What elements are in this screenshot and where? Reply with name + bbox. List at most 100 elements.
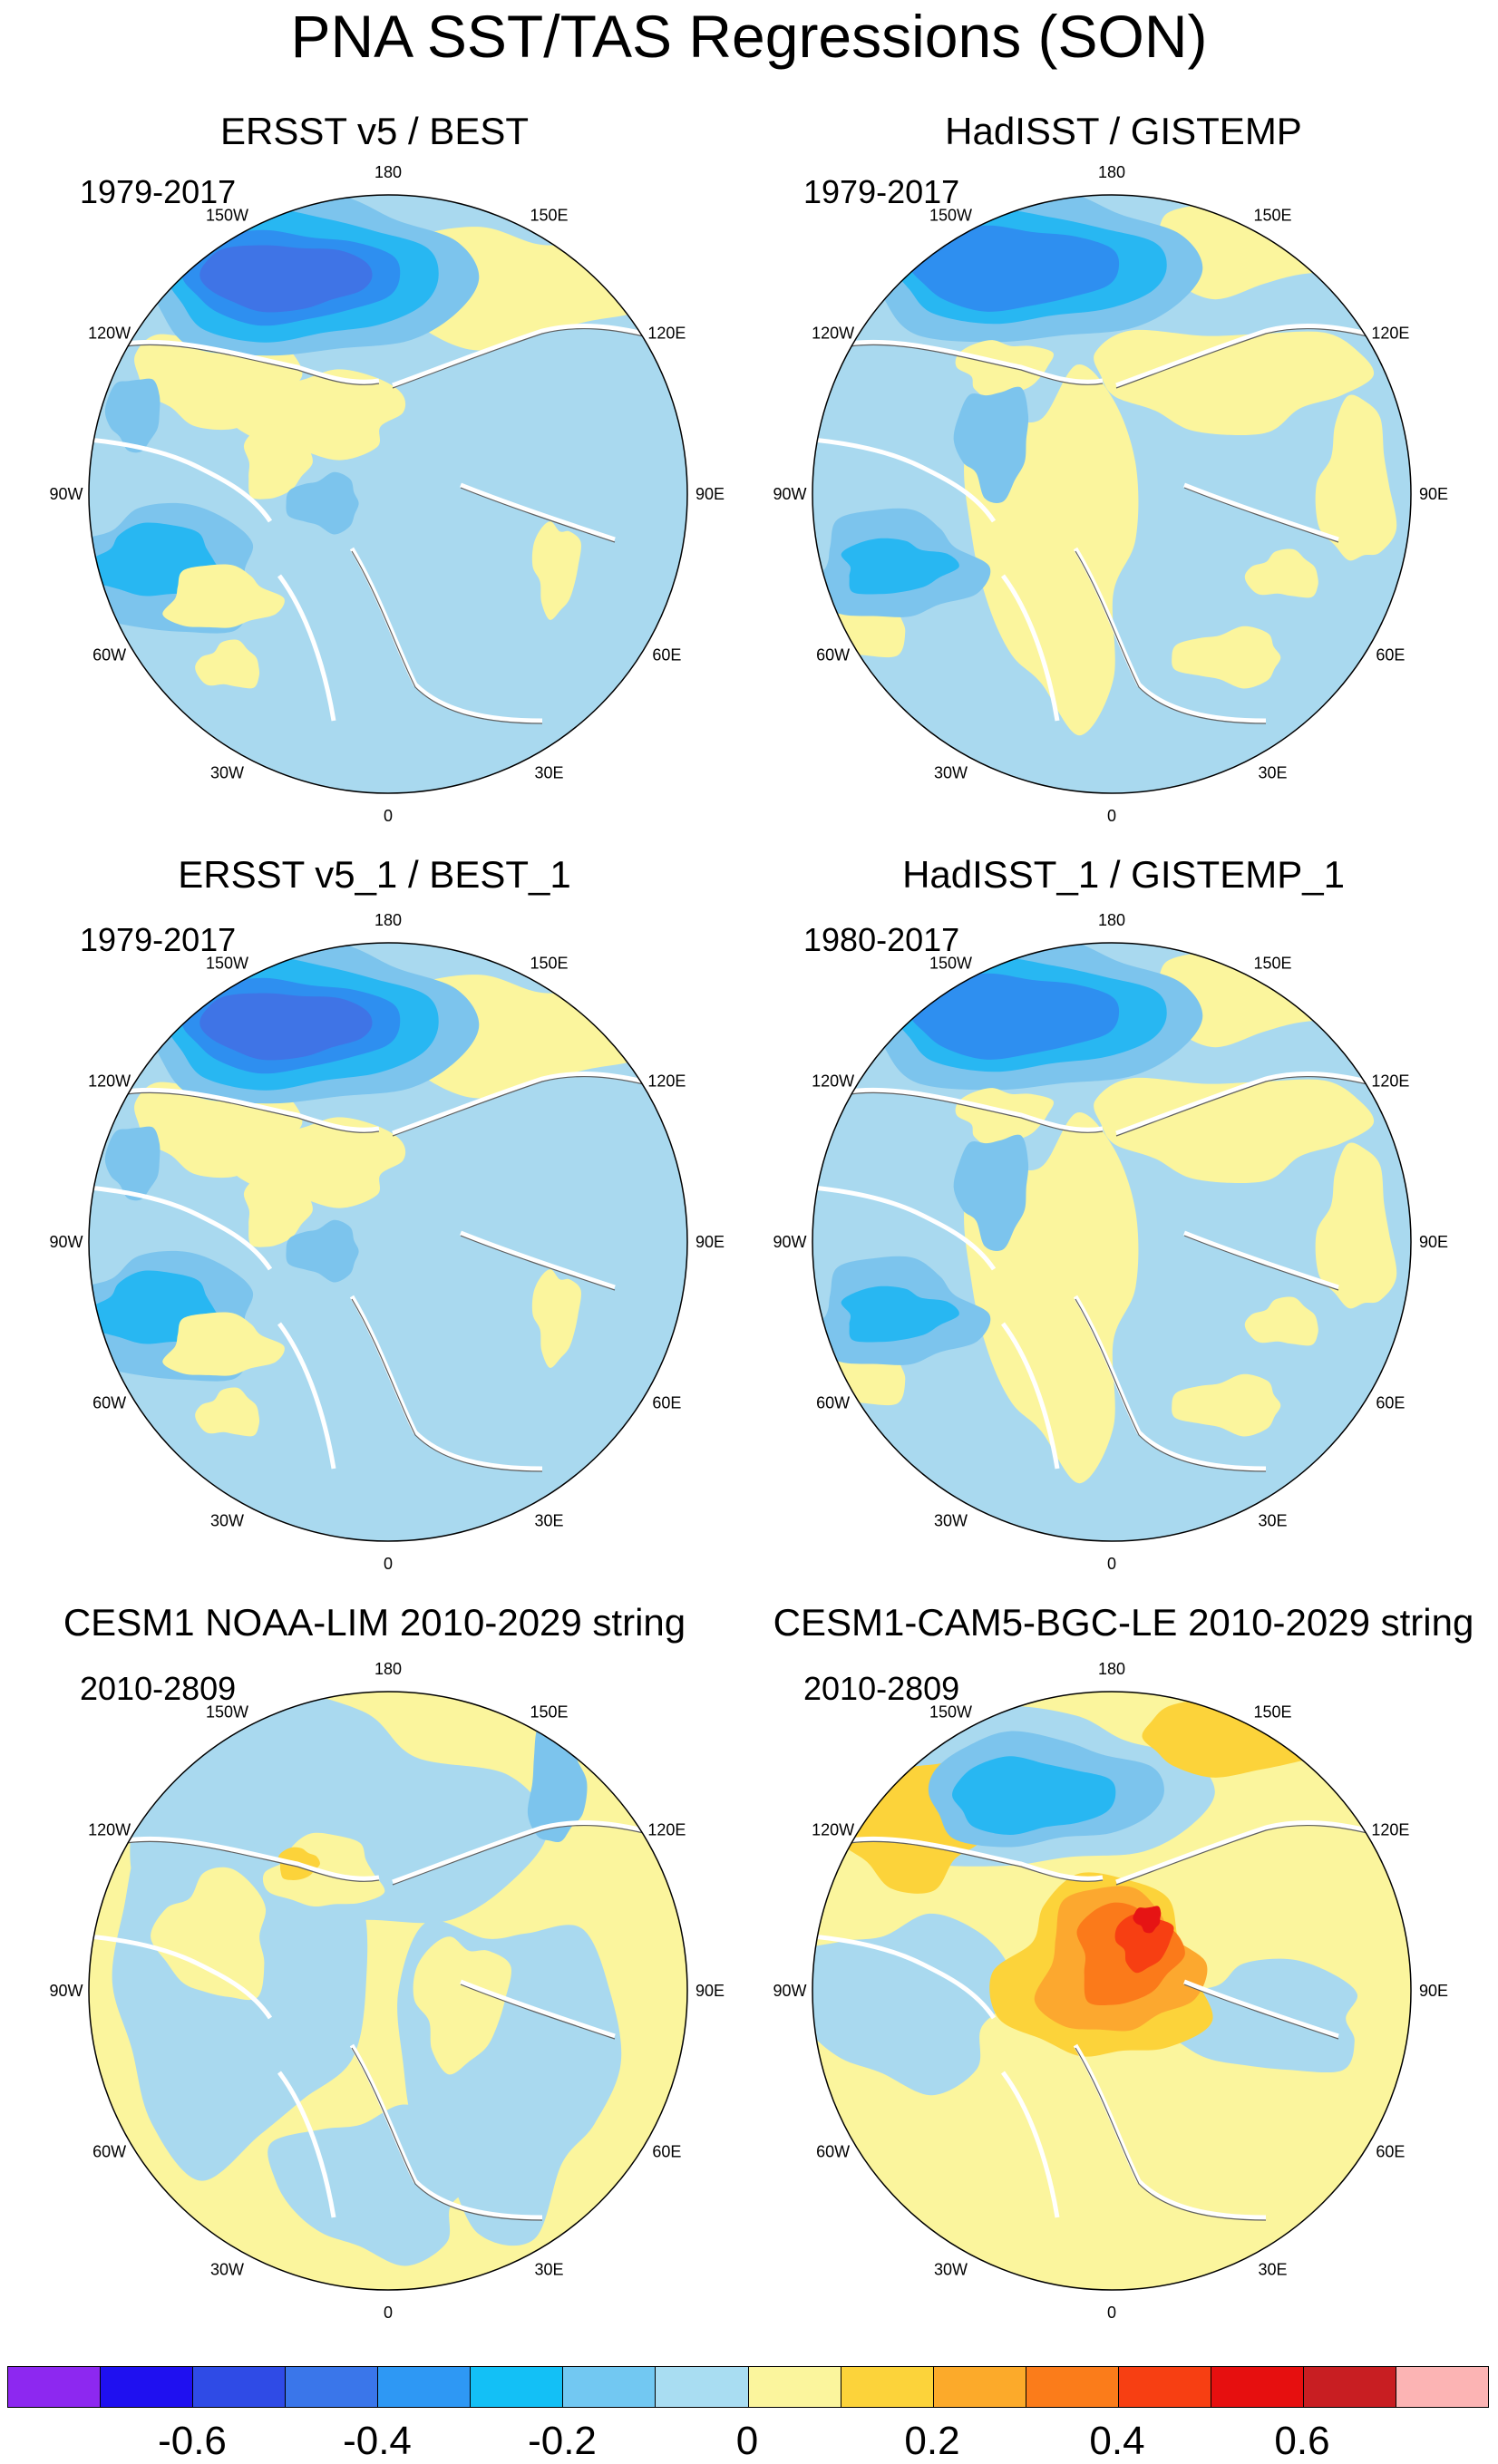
contour-region (199, 245, 373, 313)
longitude-label: 30W (210, 1511, 244, 1529)
contour-region (812, 1913, 1011, 2096)
coastline-segment (1115, 1824, 1376, 1886)
coastline-segment (1075, 2047, 1267, 2221)
longitude-label: 150W (206, 207, 248, 225)
coastline-segment (1115, 327, 1376, 389)
figure-title: PNA SST/TAS Regressions (SON) (290, 3, 1208, 70)
contour-region (151, 1867, 267, 2001)
panel-5-period: 2010-2809 (80, 1670, 237, 1707)
longitude-label: 150E (530, 955, 568, 973)
colorbar-tick-label: 0.6 (1274, 2419, 1330, 2463)
map-boundary (812, 1691, 1412, 2291)
longitude-label: 60W (816, 1394, 850, 1412)
contour-region (104, 1126, 160, 1201)
contour-region (841, 1285, 959, 1343)
colorbar-box (933, 2367, 1026, 2407)
coastline-ink (843, 1075, 1376, 1472)
coastline-segment (812, 1934, 997, 2020)
longitude-label: 0 (384, 1555, 393, 1573)
contour-region (531, 1269, 581, 1368)
coastline-segment (1115, 1075, 1376, 1137)
longitude-label: 150E (530, 1703, 568, 1722)
longitude-label: 120E (647, 1072, 686, 1091)
longitude-label: 60W (816, 2143, 850, 2161)
longitude-label: 120W (812, 325, 854, 343)
colorbar (7, 2366, 1489, 2408)
polar-map-panel-1: 180 150E 120E 90E 60E 30E 0 30W 60W 90W 120W 150W (49, 163, 725, 825)
coastline-segment (1075, 550, 1267, 724)
coastline-ink (843, 327, 1376, 724)
coastline-segment (1115, 1072, 1376, 1136)
longitude-label: 90E (1419, 1982, 1448, 2000)
longitude-label: 180 (1098, 1660, 1125, 1678)
contour-region (1172, 626, 1281, 689)
longitude-label: 120E (1371, 325, 1409, 343)
colorbar-box (193, 2367, 287, 2407)
coastline-segment (351, 550, 543, 724)
longitude-label: 60W (816, 646, 850, 665)
longitude-label: 180 (374, 1660, 402, 1678)
longitude-label: 90W (49, 485, 83, 503)
longitude-label: 150W (929, 955, 972, 973)
coastline-segment (843, 1087, 1104, 1132)
contour-region (1094, 1077, 1375, 1184)
longitude-label: 30W (934, 1511, 968, 1529)
longitude-label: 150W (206, 1703, 248, 1722)
panel-6-title: CESM1-CAM5-BGC-LE 2010-2029 string (773, 1601, 1474, 1644)
coastline-segment (1000, 2071, 1060, 2218)
map-contours (89, 943, 687, 1541)
map-boundary (88, 942, 688, 1542)
longitude-label: 60E (652, 2143, 681, 2161)
coastline-segment (843, 339, 1104, 384)
longitude-label: 150E (1253, 207, 1291, 225)
longitude-label: 90E (1419, 485, 1448, 503)
contour-region (104, 378, 160, 453)
coastline-segment (460, 1235, 616, 1291)
longitude-label: 30E (534, 2260, 563, 2278)
coastline-segment (1075, 1298, 1267, 1472)
longitude-label: 90W (49, 1982, 83, 2000)
longitude-label: 120E (647, 325, 686, 343)
map-contours (812, 1692, 1411, 2290)
longitude-label: 150E (1253, 955, 1291, 973)
longitude-label: 0 (1107, 2304, 1116, 2322)
panel-4-period: 1980-2017 (803, 921, 960, 958)
coastline-segment (1073, 2043, 1267, 2220)
colorbar-tick-label: -0.4 (343, 2419, 412, 2463)
longitude-label: 60W (92, 2143, 126, 2161)
map-boundary (88, 1691, 688, 2291)
contour-region (955, 340, 1054, 400)
coastline-segment (392, 327, 652, 389)
coastline-segment (1183, 1979, 1339, 2039)
polar-map-panel-4: 180 150E 120E 90E 60E 30E 0 30W 60W 90W 120W 150W (773, 911, 1448, 1573)
map-contours (89, 1692, 687, 2290)
colorbar-tick-label: 0.2 (904, 2419, 960, 2463)
coastline-segment (89, 1185, 273, 1271)
longitude-label: 90W (49, 1233, 83, 1251)
coastline-segment (460, 1984, 616, 2040)
colorbar-box (1026, 2367, 1119, 2407)
contour-region (1114, 1914, 1174, 1974)
contour-region (162, 1312, 285, 1376)
colorbar-box (1211, 2367, 1304, 2407)
contour-region (162, 564, 285, 628)
contour-region (1146, 1958, 1358, 2073)
longitude-label: 120W (88, 325, 131, 343)
longitude-label: 90W (773, 485, 806, 503)
polar-map-panel-6: 180 150E 120E 90E 60E 30E 0 30W 60W 90W 120W 150W (773, 1660, 1448, 2322)
coastline-segment (120, 1087, 380, 1132)
colorbar-box (286, 2367, 379, 2407)
panel-5-title: CESM1 NOAA-LIM 2010-2029 string (63, 1601, 686, 1644)
panel-6-period: 2010-2809 (803, 1670, 960, 1707)
coastline-ink (120, 1824, 652, 2221)
coastlines (812, 1072, 1376, 1471)
longitude-label: 180 (374, 163, 402, 181)
coastline-segment (277, 2071, 336, 2218)
coastline-segment (89, 1934, 273, 2020)
contour-region (1133, 1906, 1162, 1934)
coastline-segment (1115, 1820, 1376, 1885)
longitude-label: 90E (696, 485, 725, 503)
longitude-label: 30E (1258, 763, 1287, 781)
coastline-segment (1183, 482, 1339, 542)
longitude-label: 180 (374, 911, 402, 929)
